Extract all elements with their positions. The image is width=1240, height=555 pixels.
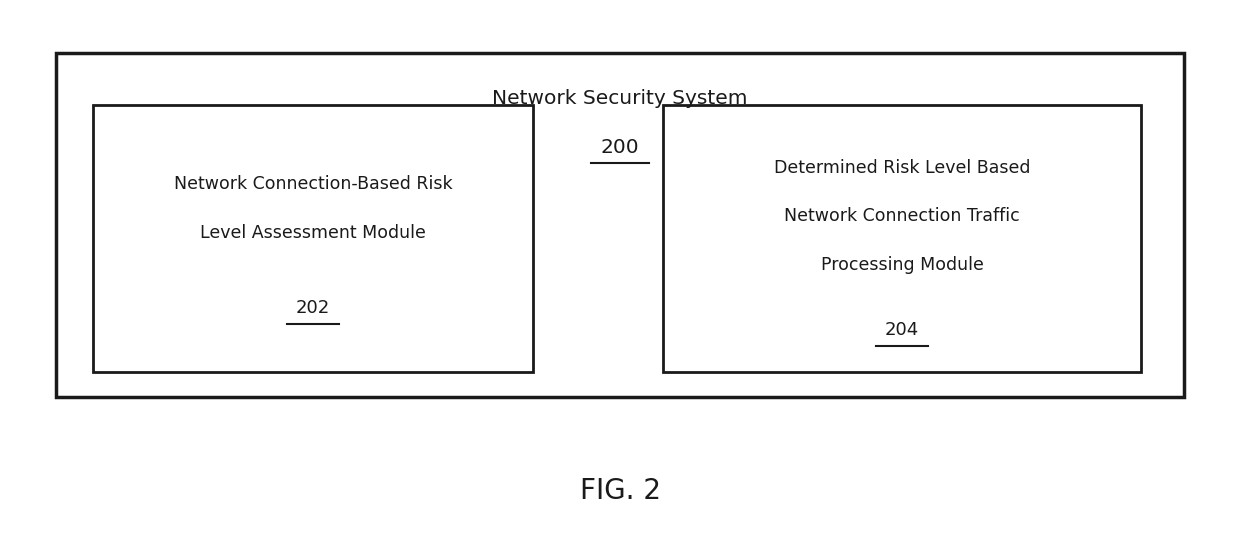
Text: Processing Module: Processing Module bbox=[821, 256, 983, 274]
FancyBboxPatch shape bbox=[56, 53, 1184, 397]
Text: Network Connection-Based Risk: Network Connection-Based Risk bbox=[174, 175, 453, 193]
Text: 204: 204 bbox=[885, 321, 919, 339]
Text: 202: 202 bbox=[296, 299, 330, 317]
Text: Network Connection Traffic: Network Connection Traffic bbox=[784, 208, 1021, 225]
Text: Determined Risk Level Based: Determined Risk Level Based bbox=[774, 159, 1030, 176]
Text: Network Security System: Network Security System bbox=[492, 89, 748, 108]
Text: Level Assessment Module: Level Assessment Module bbox=[200, 224, 427, 241]
FancyBboxPatch shape bbox=[663, 105, 1141, 372]
FancyBboxPatch shape bbox=[93, 105, 533, 372]
Text: FIG. 2: FIG. 2 bbox=[579, 477, 661, 505]
Text: 200: 200 bbox=[600, 138, 640, 157]
